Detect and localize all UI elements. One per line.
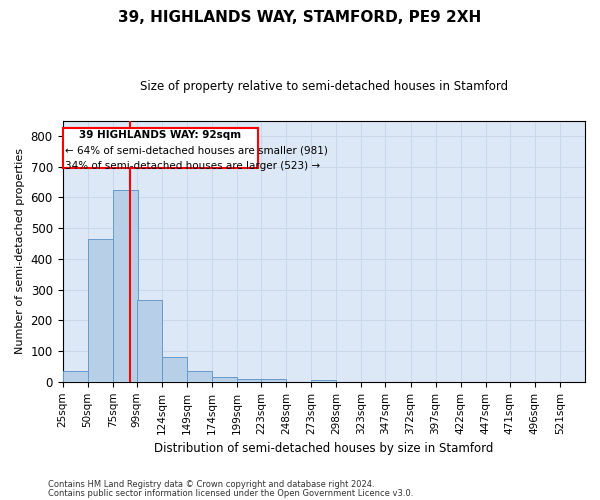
Y-axis label: Number of semi-detached properties: Number of semi-detached properties	[15, 148, 25, 354]
Bar	[137, 300, 162, 382]
Title: Size of property relative to semi-detached houses in Stamford: Size of property relative to semi-detach…	[140, 80, 508, 93]
Text: 34% of semi-detached houses are larger (523) →: 34% of semi-detached houses are larger (…	[65, 161, 320, 171]
Bar	[212, 377, 237, 382]
Text: ← 64% of semi-detached houses are smaller (981): ← 64% of semi-detached houses are smalle…	[65, 145, 328, 155]
Bar	[311, 380, 336, 382]
Bar	[62, 371, 88, 382]
Bar	[237, 378, 262, 382]
Bar	[187, 371, 212, 382]
X-axis label: Distribution of semi-detached houses by size in Stamford: Distribution of semi-detached houses by …	[154, 442, 493, 455]
Text: Contains HM Land Registry data © Crown copyright and database right 2024.: Contains HM Land Registry data © Crown c…	[48, 480, 374, 489]
Bar	[113, 190, 138, 382]
Bar	[162, 357, 187, 382]
Text: 39, HIGHLANDS WAY, STAMFORD, PE9 2XH: 39, HIGHLANDS WAY, STAMFORD, PE9 2XH	[118, 10, 482, 25]
Text: Contains public sector information licensed under the Open Government Licence v3: Contains public sector information licen…	[48, 488, 413, 498]
FancyBboxPatch shape	[62, 128, 258, 168]
Bar	[261, 378, 286, 382]
Text: 39 HIGHLANDS WAY: 92sqm: 39 HIGHLANDS WAY: 92sqm	[79, 130, 241, 140]
Bar	[88, 239, 113, 382]
